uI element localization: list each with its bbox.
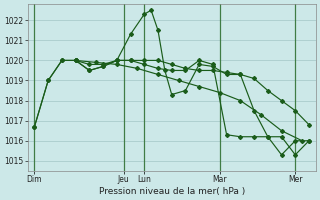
X-axis label: Pression niveau de la mer( hPa ): Pression niveau de la mer( hPa ) [99,187,245,196]
